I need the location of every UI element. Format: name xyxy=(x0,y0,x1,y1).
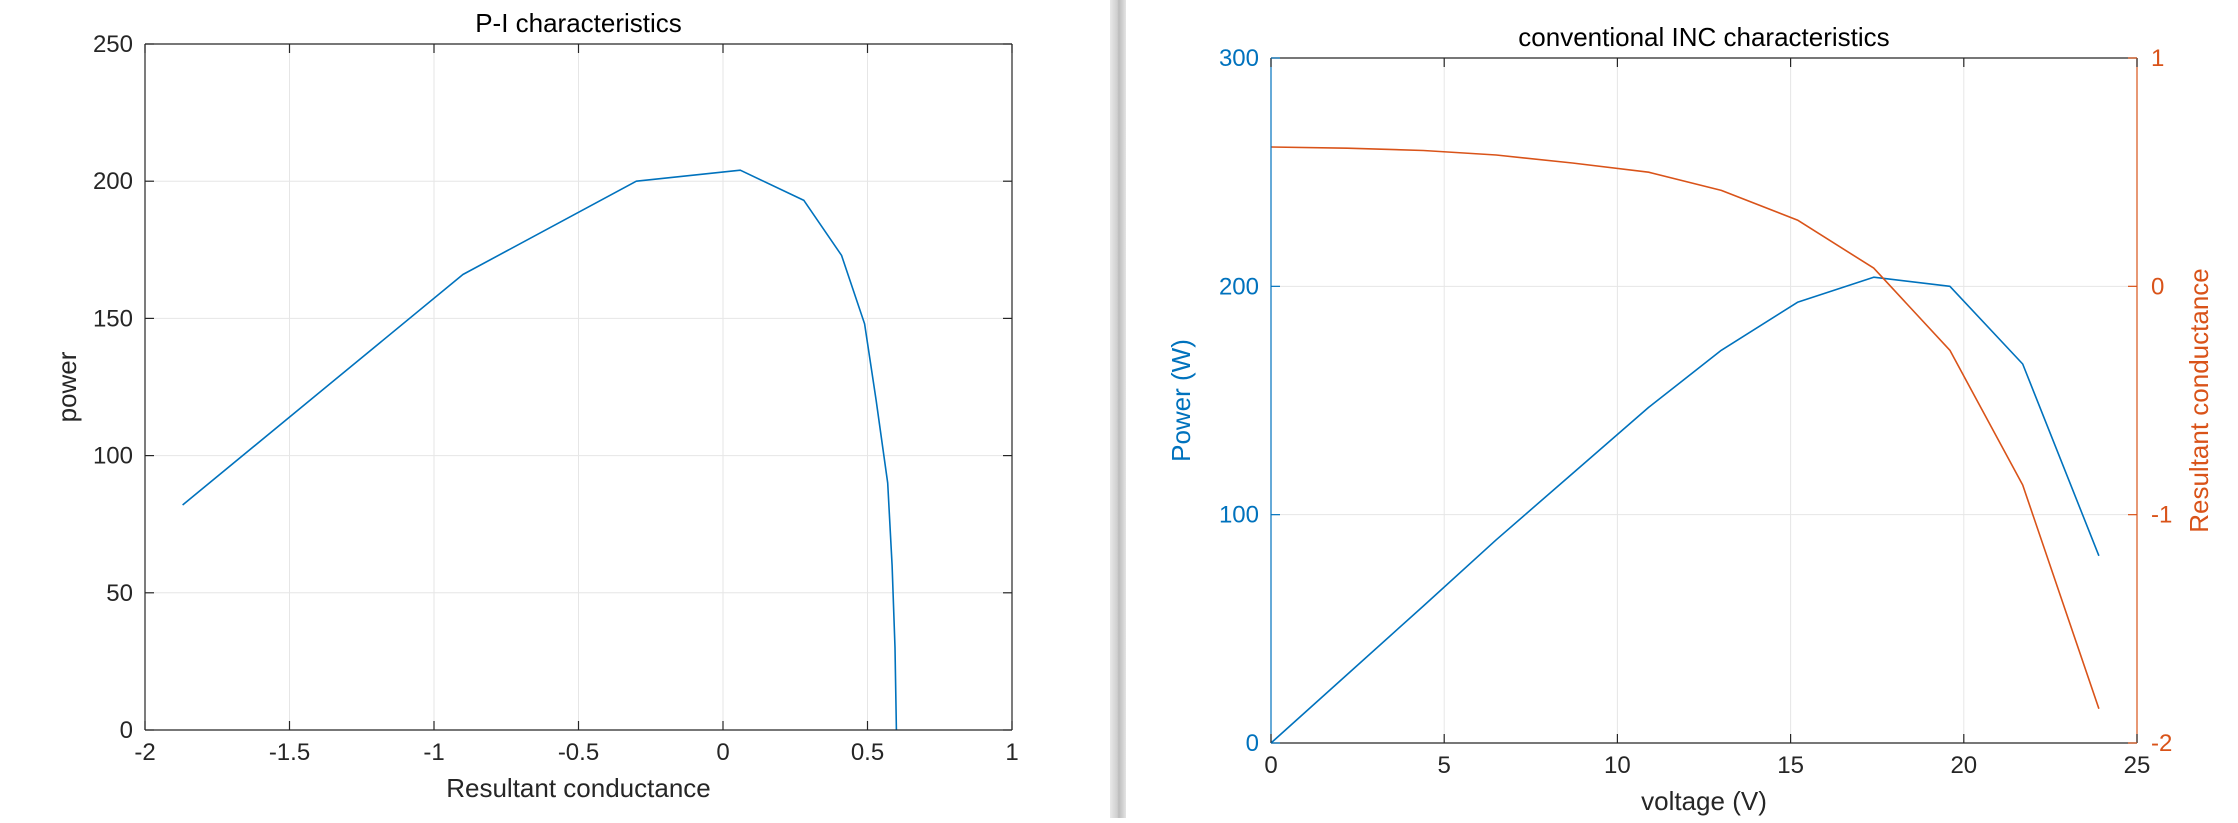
series-line-1 xyxy=(1270,276,2100,744)
y-tick-label: 250 xyxy=(93,31,133,58)
y-tick-label: 200 xyxy=(1219,273,1259,300)
y2-tick-label: -1 xyxy=(2151,502,2172,529)
plot-area xyxy=(1271,58,2137,743)
x-tick-label: 15 xyxy=(1777,752,1804,779)
y2-tick-label: -2 xyxy=(2151,730,2172,757)
x-tick-label: -1 xyxy=(423,739,444,766)
y-tick-label: 100 xyxy=(1219,502,1259,529)
y2-tick-label: 0 xyxy=(2151,273,2164,300)
y-tick-label: 200 xyxy=(93,168,133,195)
x-tick-label: 10 xyxy=(1604,752,1631,779)
x-tick-label: 0 xyxy=(1264,752,1277,779)
x-tick-label: 25 xyxy=(2124,752,2151,779)
x-tick-label: -1.5 xyxy=(269,739,310,766)
y-tick-label: 300 xyxy=(1219,45,1259,72)
y2-tick-label: 1 xyxy=(2151,45,2164,72)
y-tick-label: 150 xyxy=(93,305,133,332)
x-tick-label: 0.5 xyxy=(851,739,884,766)
series-line-2 xyxy=(1270,146,2100,710)
x-tick-label: -2 xyxy=(134,739,155,766)
y-tick-label: 100 xyxy=(93,443,133,470)
chart-title: conventional INC characteristics xyxy=(1518,22,1889,52)
x-tick-label: 0 xyxy=(716,739,729,766)
pi-characteristics-chart: -2 -1.5 -1 -0.5 0 0.5 1 0 50 100 150 200 250 P-I char… xyxy=(52,8,1019,803)
x-tick-label: 5 xyxy=(1438,752,1451,779)
y-axis-label: power xyxy=(52,351,82,422)
chart-title: P-I characteristics xyxy=(475,8,682,38)
inc-characteristics-chart: 0 5 10 15 20 25 0 100 200 300 -2 -1 0 1 conventional I… xyxy=(1166,22,2214,816)
left-figure-panel: -2 -1.5 -1 -0.5 0 0.5 1 0 50 100 150 200 250 P-I char… xyxy=(0,0,1110,818)
window-divider xyxy=(1110,0,1126,818)
x-axis-label: voltage (V) xyxy=(1641,786,1767,816)
x-axis-label: Resultant conductance xyxy=(446,773,711,803)
y-axis-label: Power (W) xyxy=(1166,339,1196,462)
y2-axis-label: Resultant conductance xyxy=(2184,268,2214,533)
x-tick-label: 20 xyxy=(1950,752,1977,779)
x-tick-label: -0.5 xyxy=(558,739,599,766)
right-figure-panel: 0 5 10 15 20 25 0 100 200 300 -2 -1 0 1 conventional I… xyxy=(1126,0,2238,818)
x-tick-label: 1 xyxy=(1005,739,1018,766)
y-tick-label: 0 xyxy=(120,717,133,744)
y-tick-label: 50 xyxy=(106,580,133,607)
series-line-1 xyxy=(182,169,898,731)
y-tick-label: 0 xyxy=(1246,730,1259,757)
